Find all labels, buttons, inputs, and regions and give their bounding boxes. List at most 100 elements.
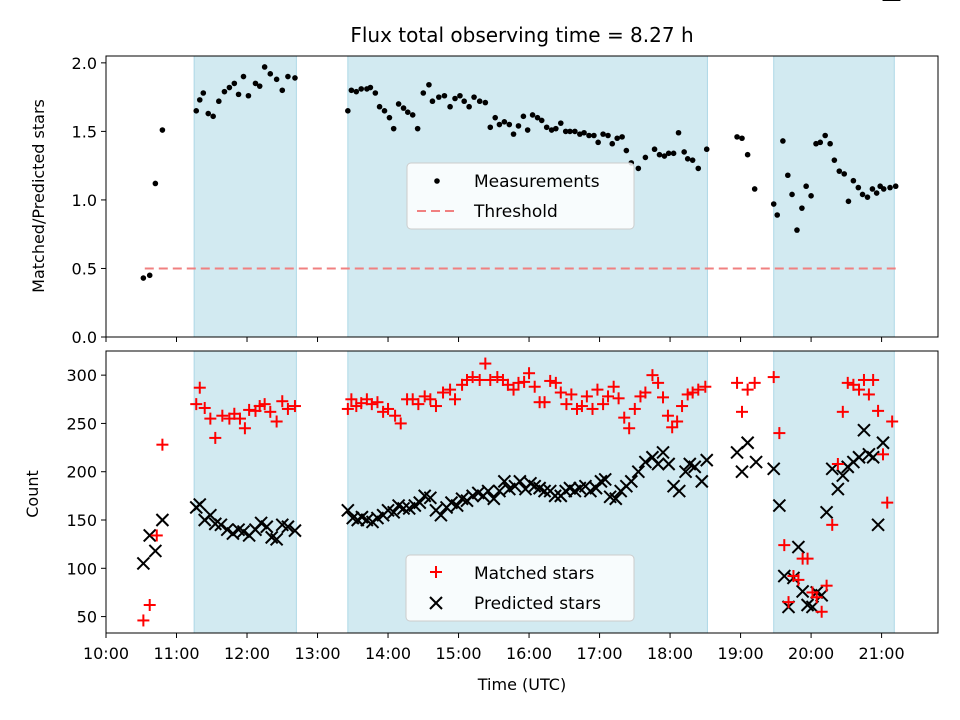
measurement-point bbox=[501, 118, 508, 125]
matched-star-point bbox=[853, 383, 866, 396]
measurement-point bbox=[345, 108, 351, 114]
x-tick-label: 17:00 bbox=[577, 644, 623, 663]
matched-star-point bbox=[841, 376, 854, 389]
predicted-star-point bbox=[638, 455, 653, 469]
matched-star-point bbox=[429, 400, 442, 413]
matched-star-point bbox=[657, 391, 670, 404]
measurement-point bbox=[196, 97, 203, 103]
predicted-star-point bbox=[450, 498, 464, 513]
measurement-point bbox=[739, 135, 745, 142]
x-tick-label: 19:00 bbox=[718, 644, 764, 663]
measurement-point bbox=[367, 84, 374, 91]
matched-star-point bbox=[602, 390, 615, 403]
measurement-point bbox=[409, 112, 416, 118]
measurement-point bbox=[256, 83, 263, 89]
x-tick-label: 10:00 bbox=[83, 644, 129, 663]
measurement-point bbox=[426, 81, 432, 88]
matched-star-point bbox=[288, 400, 301, 413]
predicted-star-point bbox=[656, 445, 670, 460]
y-tick-label: 50 bbox=[77, 608, 97, 627]
top-measurement-points bbox=[140, 64, 899, 281]
predicted-star-point bbox=[661, 457, 676, 471]
measurement-point bbox=[348, 87, 355, 94]
x-axis-label: Time (UTC) bbox=[477, 675, 566, 694]
predicted-star-point bbox=[203, 508, 218, 522]
predicted-star-point bbox=[598, 472, 612, 487]
measurement-point bbox=[226, 84, 233, 91]
predicted-star-point bbox=[624, 474, 638, 489]
shaded-interval-1 bbox=[193, 55, 297, 338]
y-tick-label: 0.0 bbox=[72, 328, 97, 347]
matched-star-point bbox=[767, 371, 780, 384]
predicted-star-point bbox=[772, 498, 787, 513]
matched-star-point bbox=[544, 374, 557, 387]
predicted-star-point bbox=[226, 526, 240, 541]
measurement-point bbox=[279, 87, 286, 94]
measurement-point bbox=[235, 91, 242, 98]
matched-star-point bbox=[365, 398, 378, 411]
matched-star-point bbox=[862, 388, 875, 401]
measurement-point bbox=[841, 171, 848, 177]
matched-star-point bbox=[418, 390, 431, 403]
measurement-point bbox=[510, 131, 517, 137]
matched-star-point bbox=[575, 400, 588, 413]
measurement-point bbox=[492, 114, 499, 121]
predicted-star-point bbox=[730, 445, 744, 460]
matched-star-point bbox=[345, 393, 358, 406]
measurement-point bbox=[623, 147, 630, 154]
bottom-legend: Matched stars Predicted stars bbox=[405, 554, 635, 622]
matched-star-point bbox=[198, 401, 211, 414]
measurement-point bbox=[353, 88, 360, 95]
measurement-point bbox=[635, 165, 642, 172]
matched-star-point bbox=[836, 405, 849, 418]
matched-star-point bbox=[491, 371, 504, 384]
matched-star-point bbox=[204, 412, 217, 425]
measurement-point bbox=[506, 121, 513, 128]
measurement-point bbox=[221, 88, 228, 95]
measurement-point bbox=[794, 227, 800, 233]
measurement-point bbox=[524, 127, 531, 133]
predicted-star-point bbox=[269, 532, 284, 547]
measurement-point bbox=[703, 146, 710, 153]
matched-star-point bbox=[782, 596, 795, 609]
matched-star-point bbox=[549, 376, 562, 389]
measurement-point bbox=[803, 183, 809, 190]
measurement-point bbox=[386, 114, 393, 121]
matched-star-point bbox=[473, 373, 486, 386]
predicted-star-point bbox=[434, 508, 448, 522]
measurement-point bbox=[267, 71, 274, 77]
measurement-point bbox=[390, 125, 397, 132]
predicted-star-point bbox=[481, 484, 495, 498]
predicted-star-point bbox=[852, 450, 866, 464]
matched-star-point bbox=[652, 376, 665, 389]
matched-star-point bbox=[193, 381, 206, 394]
measurement-point bbox=[273, 76, 280, 83]
predicted-star-point bbox=[819, 505, 834, 519]
measurement-point bbox=[193, 108, 200, 114]
x-tick-label: 15:00 bbox=[435, 644, 481, 663]
predicted-star-point bbox=[871, 518, 885, 532]
matched-star-point bbox=[748, 376, 761, 389]
measurement-point bbox=[813, 140, 819, 147]
measurement-point bbox=[482, 99, 489, 106]
measurement-point bbox=[675, 129, 682, 136]
predicted-star-point bbox=[631, 465, 646, 479]
measurement-point bbox=[457, 92, 463, 99]
predicted-star-point bbox=[678, 465, 693, 479]
predicted-star-point bbox=[767, 462, 781, 476]
measurement-point bbox=[785, 172, 791, 179]
measurement-point bbox=[159, 127, 166, 133]
measurement-point bbox=[395, 101, 402, 107]
top-y-axis: 0.0 0.5 1.0 1.5 2.0 bbox=[72, 54, 106, 347]
predicted-star-point bbox=[220, 522, 234, 537]
predicted-star-point bbox=[413, 495, 427, 510]
matched-star-point bbox=[586, 402, 599, 415]
y-tick-label: 1.5 bbox=[72, 122, 97, 141]
measurement-point bbox=[520, 113, 527, 120]
measurement-point bbox=[605, 132, 611, 139]
measurement-point bbox=[285, 73, 291, 80]
predicted-star-point bbox=[791, 540, 806, 554]
panel-bottom: 50 100 150 200 250 300 10:00 11:00 12:00 13:00 14… bbox=[23, 0, 939, 694]
matched-star-point bbox=[597, 398, 610, 411]
